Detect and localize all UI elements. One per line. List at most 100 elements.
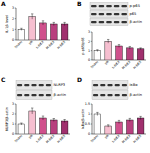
x-tick-label: L-DEX <box>35 39 45 49</box>
bar <box>126 120 133 134</box>
panel-label: C <box>1 76 6 83</box>
y-tick <box>15 104 16 105</box>
y-tick <box>91 114 92 115</box>
x-tick-label: H-DEX <box>132 59 143 70</box>
y-tick-label: 2 <box>12 112 14 116</box>
blot-band <box>24 84 29 86</box>
y-tick <box>91 32 92 33</box>
figure: A0123IL-1β levelShamI/RL-DEXM-DEXH-DEXBp… <box>0 0 150 153</box>
error-line <box>140 48 141 50</box>
panel-label: D <box>77 76 82 83</box>
error-line <box>108 125 109 127</box>
error-cap <box>42 116 44 117</box>
error-cap <box>63 22 65 23</box>
blot-label: β-actin <box>54 93 66 97</box>
y-tick-label: 1.5 <box>85 102 90 106</box>
error-bar <box>63 120 65 123</box>
error-line <box>64 120 65 123</box>
blot-band <box>114 13 120 15</box>
y-axis <box>92 104 93 134</box>
error-bar <box>118 45 120 48</box>
error-cap <box>118 44 120 45</box>
bar <box>137 118 144 134</box>
blot-strip <box>16 81 52 90</box>
y-tick <box>15 124 16 125</box>
bar <box>29 17 36 40</box>
error-bar <box>31 108 33 114</box>
blot-band <box>107 84 112 86</box>
error-bar <box>139 116 141 119</box>
x-tick-label: L-DEX <box>111 133 121 143</box>
blot-band <box>17 94 22 96</box>
blot-band <box>99 13 105 15</box>
blot-band <box>121 21 127 23</box>
error-bar <box>53 119 55 122</box>
blot-label: p-p65 <box>130 4 140 8</box>
y-tick-label: 1 <box>12 28 14 32</box>
blot-label: β-actin <box>130 20 142 24</box>
error-line <box>119 45 120 48</box>
bar <box>40 118 47 134</box>
error-bar <box>107 39 109 43</box>
error-line <box>119 120 120 123</box>
error-bar <box>63 22 65 25</box>
y-tick <box>15 29 16 30</box>
blot-label: β-actin <box>130 93 142 97</box>
bar <box>137 49 144 60</box>
y-axis <box>16 104 17 134</box>
blot-band <box>106 13 112 15</box>
error-cap <box>96 112 98 113</box>
bar <box>94 51 101 60</box>
blot-strip <box>92 81 128 90</box>
error-line <box>53 119 54 122</box>
error-cap <box>129 118 131 119</box>
x-tick-label: M-DEX <box>45 133 56 144</box>
error-cap <box>96 49 98 50</box>
y-tick-label: 2 <box>88 40 90 44</box>
error-bar <box>129 118 131 121</box>
y-tick-label: 3 <box>12 6 14 10</box>
x-tick-label: M-DEX <box>121 133 132 144</box>
y-tick-label: 0 <box>12 132 14 136</box>
blot-strip <box>90 3 128 10</box>
bar <box>105 41 112 60</box>
panel: DIκBαβ-actin00.511.5IκBα/β-actinShamI/RL… <box>77 76 146 144</box>
y-tick <box>91 124 92 125</box>
blot-band <box>106 21 112 23</box>
blot-label: IκBα <box>130 83 139 87</box>
blot-band <box>121 5 127 7</box>
error-cap <box>31 13 33 14</box>
y-axis <box>16 8 17 40</box>
error-bar <box>20 123 22 125</box>
bar <box>50 24 57 40</box>
panel: Bp-p65p65β-actin0123p-p65/p65ShamI/RL-DE… <box>77 0 146 70</box>
y-tick-label: 1 <box>88 112 90 116</box>
panel: CNLRP3β-actin0123NLRP3/β-actinShamI/RL-D… <box>1 76 70 144</box>
blot-strip <box>16 91 52 100</box>
error-line <box>129 118 130 121</box>
blot-band <box>91 5 97 7</box>
y-tick <box>15 134 16 135</box>
blot-band <box>93 84 98 86</box>
y-tick <box>15 40 16 41</box>
blot-band <box>107 94 112 96</box>
error-bar <box>42 116 44 120</box>
bar <box>29 111 36 134</box>
x-tick-label: Sham <box>90 134 99 143</box>
blot-band <box>115 84 120 86</box>
blot-band <box>100 84 105 86</box>
y-axis-label: p-p65/p65 <box>81 37 85 54</box>
error-line <box>43 21 44 25</box>
y-tick-label: 1 <box>12 122 14 126</box>
bar <box>61 24 68 40</box>
bar <box>50 120 57 134</box>
marks <box>94 112 144 134</box>
error-line <box>97 112 98 115</box>
blot-band <box>93 94 98 96</box>
error-cap <box>42 20 44 21</box>
error-bar <box>118 120 120 123</box>
x-tick-label: L-DEX <box>35 133 45 143</box>
error-bar <box>96 112 98 115</box>
y-axis-label: IL-1β level <box>5 15 9 33</box>
bar <box>18 124 25 134</box>
